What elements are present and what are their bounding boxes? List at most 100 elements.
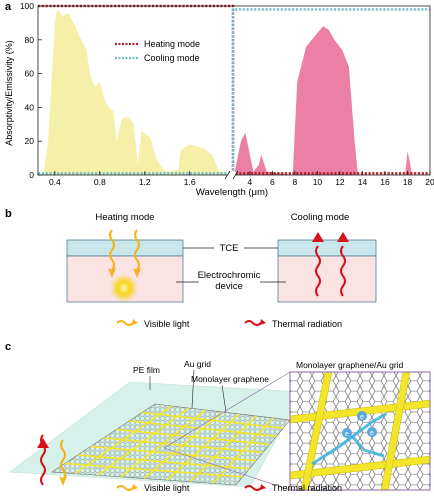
au-grid-line [103,437,264,454]
cooling-mode-title: Cooling mode [291,212,350,223]
axis-break-mark [232,170,239,180]
panel-b-diagram: b Heating mode Cooling mode TCE Electroc… [5,208,377,329]
electron-label: e [345,431,349,438]
au-grid-line [212,417,274,484]
panel-c-label: c [5,341,11,353]
legend-visible-arrowhead-c [132,484,138,490]
graphene-label: Monolayer graphene [191,374,269,384]
panel-a-chart: a Absorptivity/Emissivity (%) Wavelength… [4,1,434,198]
au-grid-line [129,420,277,438]
y-tick-label: 100 [20,1,34,11]
x-tick-label: 6 [270,177,275,187]
x-tick-label: 4 [248,177,253,187]
zoom-line-bottom [163,447,291,491]
y-axis-title: Absorptivity/Emissivity (%) [4,40,14,146]
legend-cooling-label: Cooling mode [144,53,200,63]
panel-c-label-box: c [5,341,11,353]
solar-spectrum-fill [43,9,229,176]
thermal-arrowhead-c [37,438,49,448]
x-tick-label: 16 [380,177,390,187]
legend-thermal-wave-c [244,485,262,491]
x-tick-label: 20 [425,177,434,187]
panel-a-label: a [5,1,12,13]
absorbed-light-glow [110,274,138,302]
thermal-arrowhead-1 [312,232,324,242]
y-tick-label: 60 [25,69,35,79]
x-tick-label: 1.2 [139,177,151,187]
y-tick-label: 40 [25,102,35,112]
legend-thermal-arrowhead [260,319,266,325]
legend-visible-arrowhead [132,319,138,325]
legend-visible-wave [116,320,134,326]
legend-visible-label: Visible light [144,319,190,329]
x-axis-title: Wavelength (μm) [196,187,268,198]
device-label-line-1: Electrochromic [198,270,261,281]
pe-film-label: PE film [133,365,160,375]
thermal-arrowhead-2 [337,232,349,242]
inset-title: Monolayer graphene/Au grid [296,360,404,370]
electron-icon [367,427,377,437]
au-grid-line [189,415,257,483]
legend-thermal-label-c: Thermal radiation [272,483,342,493]
thermal-spectrum-fill [234,26,412,175]
electron-path [350,435,385,458]
electrochromic-layer-cooling [277,255,377,303]
au-grid-label: Au grid [184,360,211,369]
x-tick-label: 0.4 [49,177,61,187]
graphene-callout [221,384,227,413]
thermal-wave-2 [340,245,346,297]
visible-light-arrowhead-c [59,476,67,486]
electron-label: e [370,430,374,437]
heating-mode-title: Heating mode [95,212,154,223]
x-tick-label: 1.6 [184,177,196,187]
inset-frame [289,371,431,491]
x-tick-label: 10 [313,177,323,187]
thermal-wave-1 [315,245,321,297]
cooling-mode-line [38,8,430,175]
x-ticks: 0.4 0.8 1.2 1.6 4 6 8 10 12 14 16 18 20 [49,171,434,187]
x-tick-label: 8 [293,177,298,187]
legend-thermal-label: Thermal radiation [272,319,342,329]
au-grid-line [116,428,270,446]
visible-light-arrowhead-1 [108,268,116,278]
electron-icon [357,411,367,421]
cooling-device [277,232,377,303]
tce-layer-cooling [277,239,377,257]
visible-light-arrowhead-2 [133,268,141,278]
x-tick-label: 14 [358,177,368,187]
visible-light-wave-2 [134,229,140,271]
inset-au-bar [290,455,430,480]
visible-light-wave-c [60,439,66,481]
heating-device [66,229,184,303]
inset-au-bar [380,372,411,490]
y-tick-label: 0 [29,170,34,180]
spectra-fills [43,9,412,176]
visible-light-wave-1 [109,229,115,271]
panel-b-label: b [5,208,12,220]
y-tick-label: 80 [25,35,35,45]
axis-break-gap [227,172,236,178]
au-grid-lines [64,405,284,484]
axis-break-mark [224,170,231,180]
y-ticks: 0 20 40 60 80 100 [20,1,42,180]
au-grid-callout [191,369,195,409]
tce-layer-heating [66,239,184,257]
mode-lines [38,4,430,175]
zoom-line-top [163,371,291,449]
tce-label: TCE [220,243,239,254]
electron-icon [342,428,352,438]
inset-graphene-au [290,372,430,490]
electron-label: e [360,414,364,421]
x-tick-label: 12 [335,177,345,187]
electron-path [311,412,387,466]
legend-visible-wave-c [116,485,134,491]
legend-visible-label-c: Visible light [144,483,190,493]
x-tick-label: 18 [403,177,413,187]
au-grid-line [142,411,284,429]
y-tick-label: 20 [25,136,35,146]
legend-thermal-arrowhead-c [260,484,266,490]
device-label-line-2: device [215,281,242,292]
x-tick-label: 0.8 [94,177,106,187]
legend-heating-label: Heating mode [144,39,200,49]
au-grid-line [166,413,240,481]
